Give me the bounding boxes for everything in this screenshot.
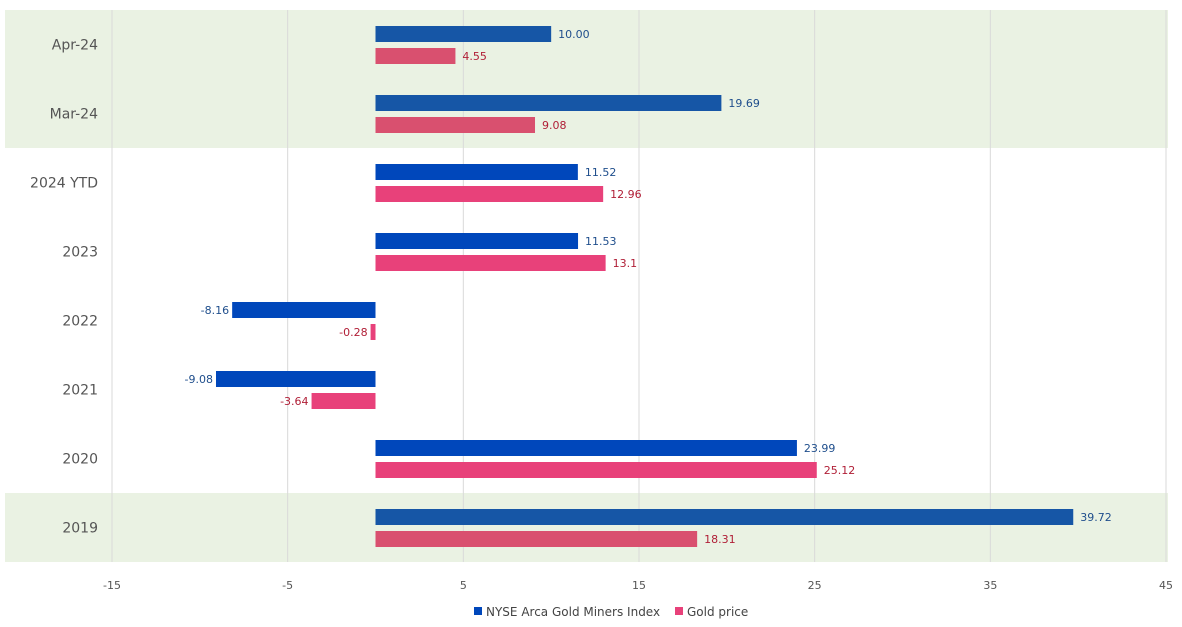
category-label-mar-24: Mar-24: [50, 107, 98, 123]
value-label-gold-2023: 13.1: [613, 257, 638, 270]
bar-nyse-2021: [215, 371, 376, 387]
bar-gold-2024-ytd: [375, 186, 604, 202]
x-tick-label: 15: [632, 579, 646, 592]
x-tick-label: 45: [1159, 579, 1173, 592]
bar-gold-2022: [370, 324, 376, 340]
x-tick-label: -5: [282, 579, 293, 592]
bar-gold-2021: [311, 393, 376, 409]
bar-nyse-mar-24: [375, 95, 722, 111]
value-label-gold-apr-24: 4.55: [462, 50, 487, 63]
bar-nyse-2022: [232, 302, 376, 318]
bar-gold-2020: [375, 462, 817, 478]
category-label-2021: 2021: [62, 383, 98, 399]
value-labels: 10.00 4.55 19.69 9.08 11.52 12.96 11.53 13.1 -8.…: [185, 28, 1112, 546]
bar-nyse-2023: [375, 233, 579, 249]
value-label-nyse-2021: -9.08: [185, 373, 213, 386]
legend-item-gold[interactable]: Gold price: [675, 605, 748, 619]
value-label-nyse-2023: 11.53: [585, 235, 617, 248]
bar-gold-apr-24: [375, 48, 456, 64]
highlight-bands: [5, 10, 1168, 562]
legend-item-nyse[interactable]: NYSE Arca Gold Miners Index: [474, 605, 660, 619]
category-label-apr-24: Apr-24: [52, 38, 98, 54]
bar-gold-2023: [375, 255, 606, 271]
value-label-gold-2022: -0.28: [339, 326, 367, 339]
x-axis-ticks: -15 -5 5 15 25 35 45: [103, 579, 1173, 592]
highlight-band-2019: [5, 493, 1168, 562]
x-tick-label: 35: [983, 579, 997, 592]
legend-label-gold: Gold price: [687, 605, 748, 619]
legend-swatch-gold: [675, 607, 683, 615]
value-label-nyse-2019: 39.72: [1080, 511, 1112, 524]
bar-nyse-2024-ytd: [375, 164, 578, 180]
value-label-gold-2021: -3.64: [280, 395, 308, 408]
bar-gold-mar-24: [375, 117, 536, 133]
x-tick-label: 5: [460, 579, 467, 592]
legend-swatch-nyse: [474, 607, 482, 615]
category-label-2020: 2020: [62, 452, 98, 468]
highlight-band-apr-24: [5, 10, 1168, 79]
value-label-nyse-apr-24: 10.00: [558, 28, 590, 41]
bar-gold-2019: [375, 531, 698, 547]
value-label-gold-2024-ytd: 12.96: [610, 188, 642, 201]
category-labels: Apr-24 Mar-24 2024 YTD 2023 2022 2021 2020 2019: [30, 38, 98, 537]
legend-label-nyse: NYSE Arca Gold Miners Index: [486, 605, 660, 619]
category-label-2019: 2019: [62, 521, 98, 537]
bar-nyse-2019: [375, 509, 1074, 525]
value-label-gold-2020: 25.12: [824, 464, 856, 477]
bar-nyse-2020: [375, 440, 797, 456]
value-label-nyse-2022: -8.16: [201, 304, 229, 317]
category-label-2023: 2023: [62, 245, 98, 261]
category-label-2024-ytd: 2024 YTD: [30, 176, 98, 192]
legend: NYSE Arca Gold Miners Index Gold price: [474, 605, 748, 619]
highlight-band-mar-24: [5, 79, 1168, 148]
x-tick-label: -15: [103, 579, 121, 592]
x-tick-label: 25: [808, 579, 822, 592]
value-label-gold-mar-24: 9.08: [542, 119, 567, 132]
bar-nyse-apr-24: [375, 26, 552, 42]
value-label-gold-2019: 18.31: [704, 533, 736, 546]
bars: [215, 26, 1074, 547]
value-label-nyse-mar-24: 19.69: [728, 97, 760, 110]
value-label-nyse-2020: 23.99: [804, 442, 836, 455]
category-label-2022: 2022: [62, 314, 98, 330]
value-label-nyse-2024-ytd: 11.52: [585, 166, 617, 179]
